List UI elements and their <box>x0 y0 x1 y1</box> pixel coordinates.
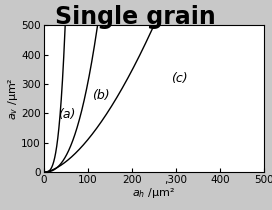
Text: (a): (a) <box>58 108 75 121</box>
X-axis label: $\mathit{a_h}$ /μm²: $\mathit{a_h}$ /μm² <box>132 186 175 200</box>
Text: Single grain: Single grain <box>54 5 215 29</box>
Text: (c): (c) <box>171 72 188 85</box>
Text: (b): (b) <box>92 89 110 102</box>
Y-axis label: $\mathit{a_v}$ /μm²: $\mathit{a_v}$ /μm² <box>6 77 20 120</box>
